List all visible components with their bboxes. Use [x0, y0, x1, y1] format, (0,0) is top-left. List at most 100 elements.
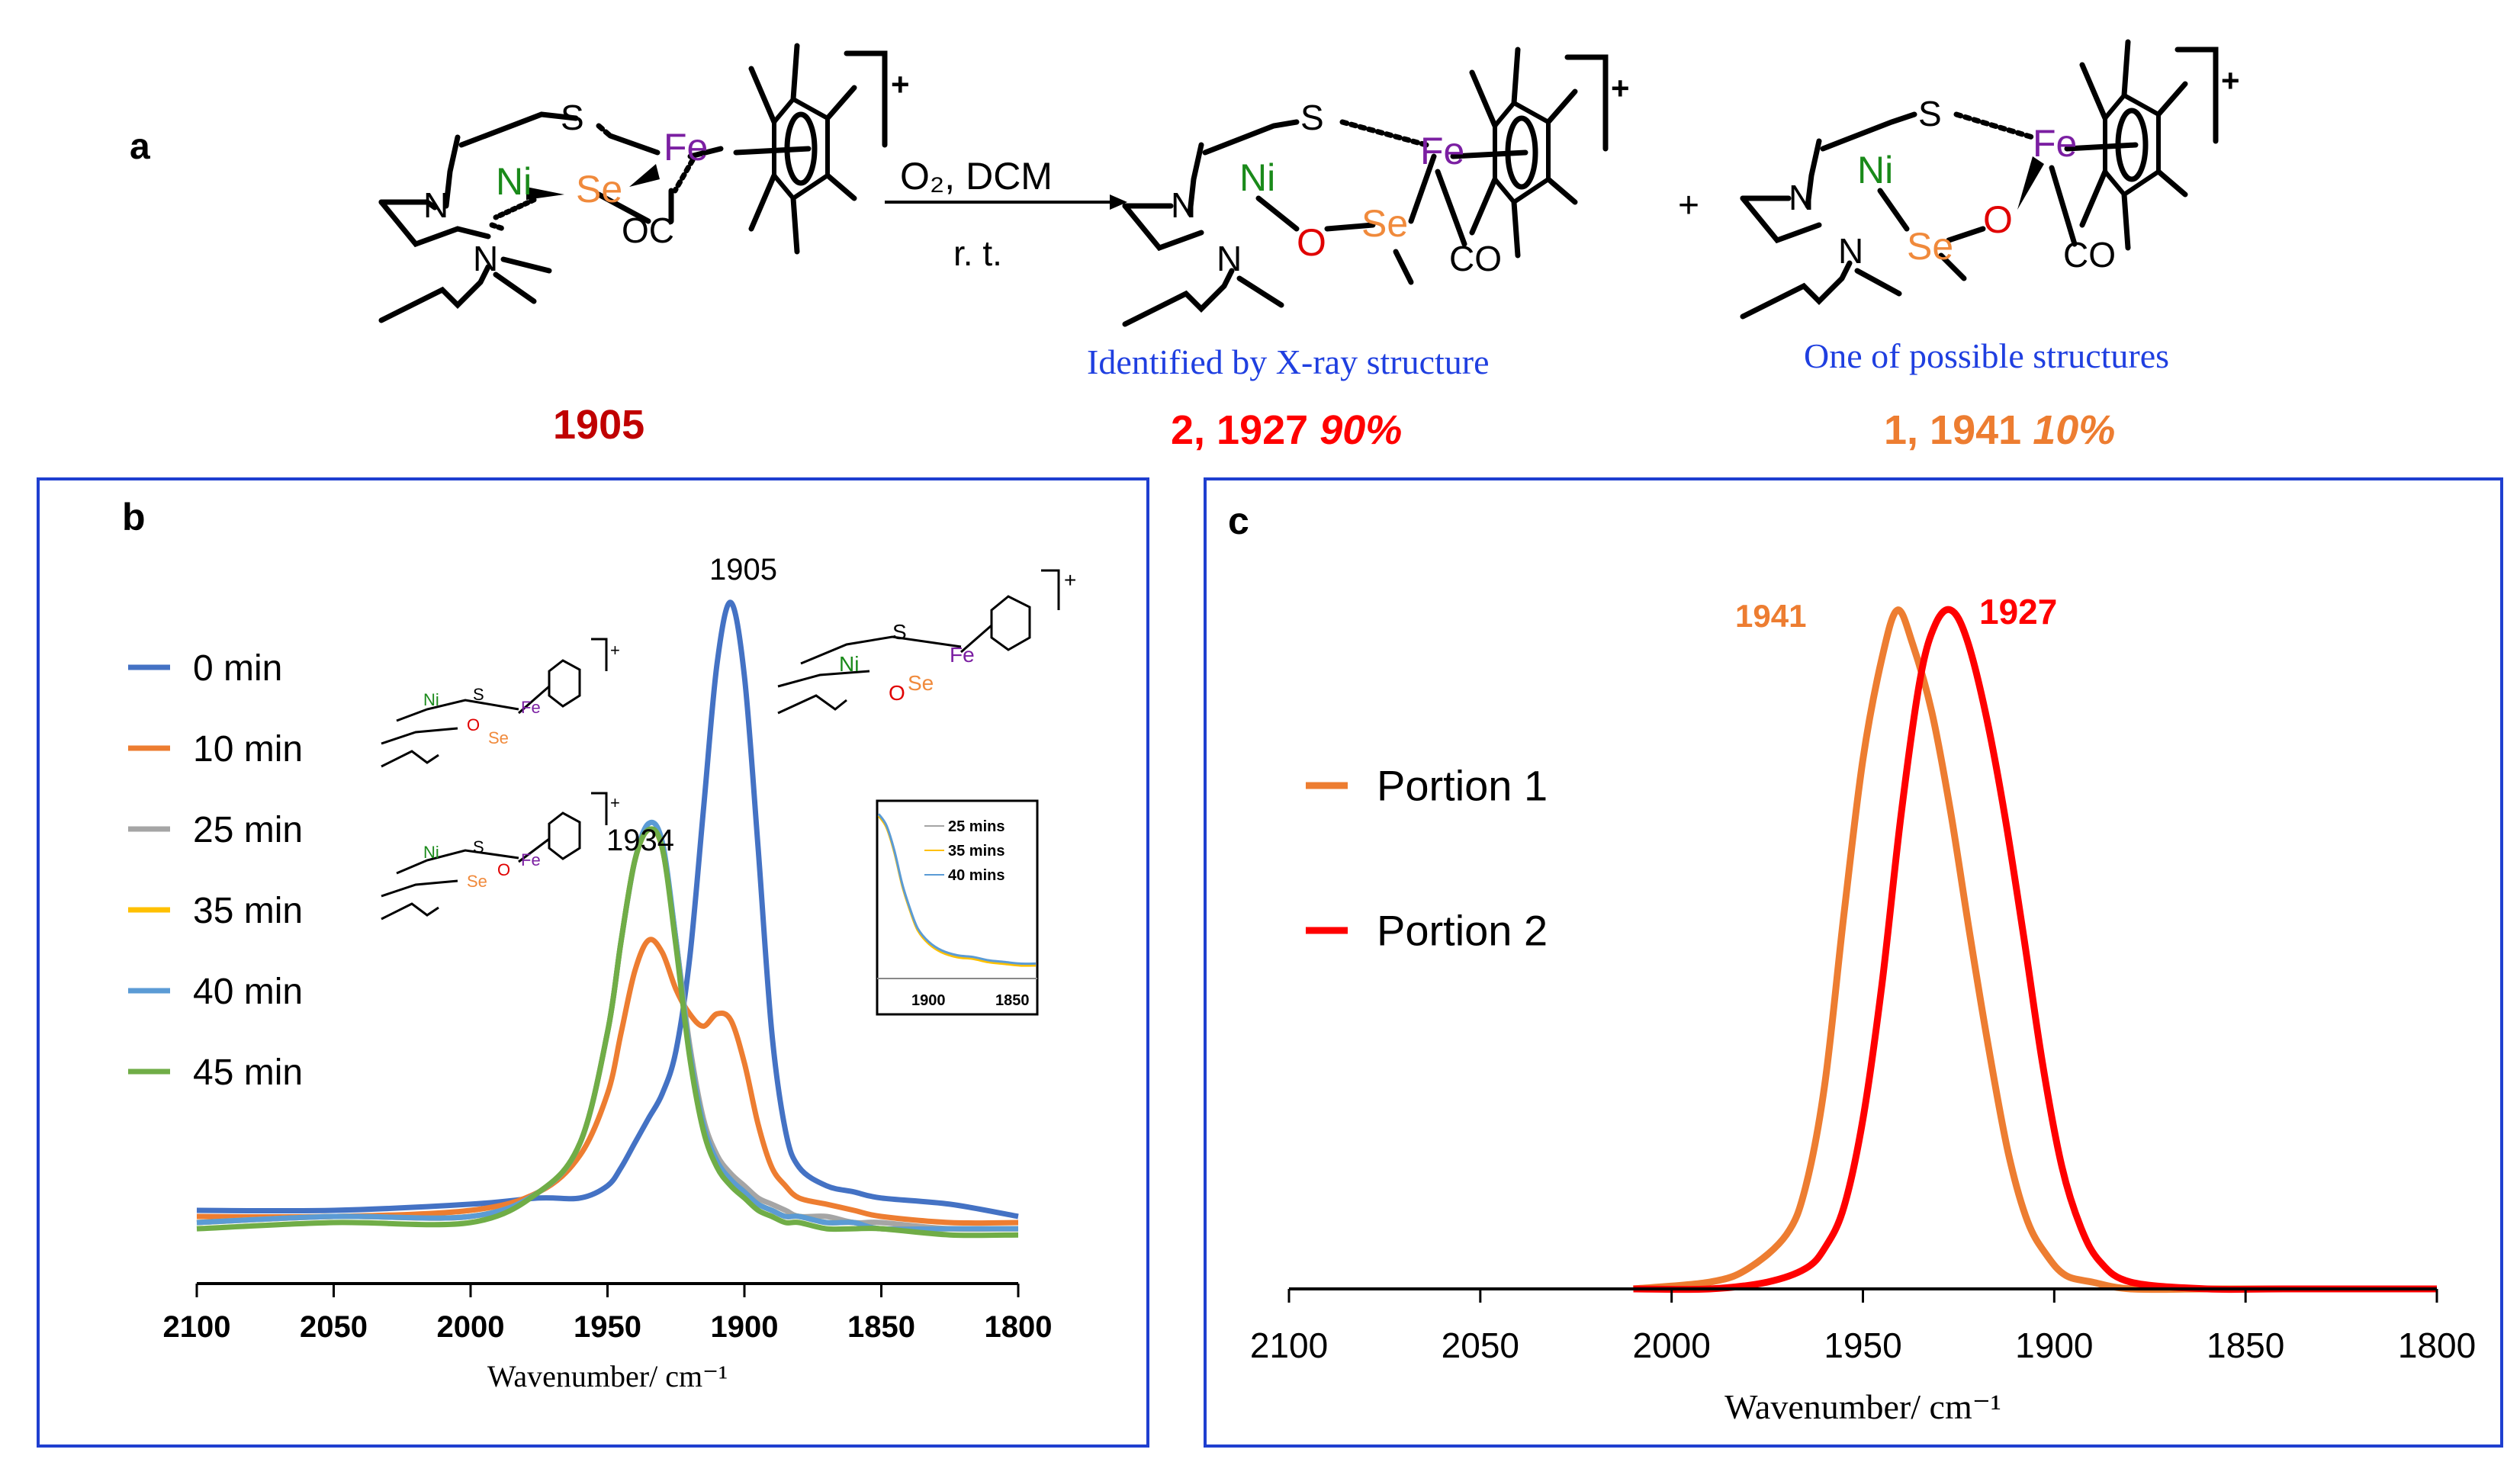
atom-n: N [423, 185, 448, 225]
charge-plus: + [1611, 70, 1630, 106]
atom-o: O [889, 681, 905, 705]
atom-se: Se [908, 671, 934, 695]
product1-structure [1122, 47, 1609, 327]
x-tick-label: 2050 [1442, 1326, 1519, 1365]
legend-label-10-min: 10 min [193, 729, 303, 770]
atom-fe: Fe [521, 698, 541, 717]
atom-ni: Ni [423, 690, 439, 709]
atom-se: Se [1907, 225, 1953, 268]
legend-label-45-min: 45 min [193, 1052, 303, 1093]
product1-label-text: 2, 1927 [1171, 407, 1308, 453]
legend-label-portion-1: Portion 1 [1377, 762, 1548, 810]
atom-ni: Ni [839, 652, 859, 676]
peak-label-1927: 1927 [1979, 592, 2057, 631]
charge-plus: + [610, 641, 620, 660]
series-line-portion-2 [1633, 606, 2437, 1293]
atom-s: S [473, 685, 484, 704]
series-line-portion-1 [1633, 606, 2437, 1293]
reactant-structure [378, 43, 888, 323]
legend-label-0-min: 0 min [193, 648, 282, 689]
arrow-conditions-top: O₂, DCM [900, 155, 1053, 198]
product2-structure [1740, 39, 2219, 320]
charge-plus: + [1064, 568, 1076, 592]
charge-plus: + [610, 793, 620, 812]
panel-a: a [130, 39, 2240, 453]
legend-label-25-min: 25 min [193, 810, 303, 850]
atom-fe: Fe [2033, 122, 2077, 165]
panel-c-frame [1204, 477, 2503, 1448]
atom-ni: Ni [423, 843, 439, 862]
atom-s: S [1300, 98, 1324, 137]
x-tick-label: 2050 [300, 1310, 368, 1344]
panel-b-curves [196, 599, 1019, 1239]
charge-plus: + [891, 66, 910, 102]
product1-caption: Identified by X-ray structure [1087, 342, 1490, 381]
inset-tick-1900: 1900 [911, 992, 946, 1009]
atom-se: Se [488, 728, 509, 747]
x-tick-label: 1900 [2015, 1326, 2093, 1365]
atom-se: Se [576, 168, 622, 210]
panel-b-frame [37, 477, 1149, 1448]
product2-label-text: 1, 1941 [1884, 407, 2021, 453]
atom-fe: Fe [521, 850, 541, 869]
atom-o: O [1983, 198, 2013, 241]
panel-c-legend: Portion 1 Portion 2 [1306, 762, 1548, 955]
panel-c: c Portion 1 Portion 2 2100 2050 2000 1950 190… [1204, 477, 2503, 1448]
charge-plus: + [2221, 63, 2240, 98]
arrow-head [1110, 194, 1127, 210]
atom-ni: Ni [1239, 156, 1275, 199]
atom-s: S [561, 98, 584, 137]
atom-n: N [1789, 178, 1814, 217]
panel-b-legend: 0 min 10 min 25 min 35 min 40 min 45 min [128, 648, 303, 1093]
series-line-45-min [196, 826, 1019, 1239]
atom-fe: Fe [664, 126, 708, 169]
peak-label-1941: 1941 [1735, 598, 1806, 634]
atom-o: O [467, 715, 480, 734]
x-tick-label: 1950 [1824, 1326, 1901, 1365]
legend-label-35-min: 35 min [193, 891, 303, 931]
x-axis-label: Wavenumber/ cm⁻¹ [1724, 1387, 2001, 1426]
product1-percent: 90% [1319, 407, 1402, 453]
atom-fe: Fe [950, 643, 975, 667]
inset-curves [877, 813, 1037, 967]
x-axis-label: Wavenumber/ cm⁻¹ [487, 1359, 728, 1393]
panel-c-label: c [1228, 500, 1249, 542]
reactant-label: 1905 [553, 402, 644, 448]
series-line-0-min [196, 599, 1019, 1220]
atom-co: CO [2063, 235, 2116, 275]
product2-percent: 10% [2033, 407, 2115, 453]
product1-label: 2, 1927 90% [1171, 407, 1402, 453]
arrow-conditions-bottom: r. t. [953, 233, 1002, 273]
atom-s: S [473, 837, 484, 856]
peak-label-1934: 1934 [606, 824, 674, 857]
inset-legend-40: 40 mins [948, 867, 1004, 884]
peak-label-1905: 1905 [709, 553, 777, 586]
x-tick-label: 2000 [1632, 1326, 1710, 1365]
reaction-arrow: O₂, DCM r. t. [885, 155, 1127, 273]
x-tick-label: 1900 [711, 1310, 779, 1344]
panel-b-label: b [122, 496, 146, 538]
reactant-atoms: N N Ni S Se Fe OC + [423, 66, 910, 278]
atom-fe: Fe [1420, 130, 1464, 172]
atom-n: N [1217, 239, 1242, 278]
x-tick-label: 1800 [985, 1310, 1053, 1344]
panel-b: b 0 min 10 min 25 min 35 min 40 min 45 min 21… [37, 477, 1149, 1448]
atom-oc: OC [622, 210, 674, 250]
legend-label-portion-2: Portion 2 [1377, 907, 1548, 955]
x-tick-label: 2100 [1250, 1326, 1328, 1365]
atom-se: Se [467, 872, 487, 891]
plus-sign: + [1678, 185, 1699, 226]
inset-tick-1850: 1850 [995, 992, 1030, 1009]
x-tick-label: 1800 [2398, 1326, 2476, 1365]
product2-atoms: N N Ni S Se O Fe CO + [1789, 63, 2240, 275]
atom-o: O [497, 860, 510, 879]
atom-s: S [892, 620, 907, 644]
panel-c-curves [1633, 606, 2437, 1293]
atom-n: N [1171, 185, 1196, 225]
product2-caption: One of possible structures [1804, 336, 2169, 375]
panel-b-x-axis: 2100 2050 2000 1950 1900 1850 1800 Wavenumber/ … [163, 1282, 1053, 1393]
panel-a-label: a [130, 127, 150, 167]
atom-co: CO [1449, 239, 1502, 278]
x-tick-label: 2000 [437, 1310, 505, 1344]
